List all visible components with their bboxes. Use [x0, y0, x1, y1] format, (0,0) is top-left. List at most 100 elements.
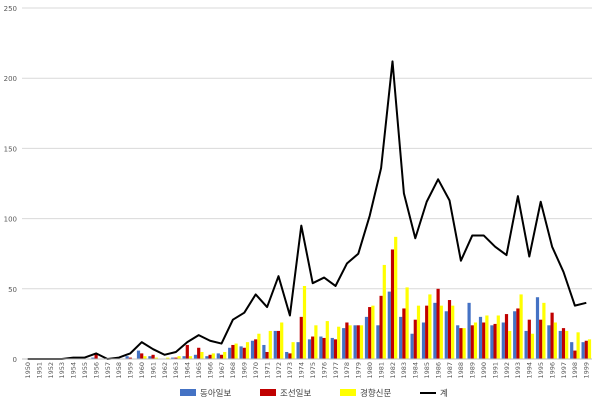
x-tick-label-1993: 1993	[514, 362, 522, 379]
bar-series-3-1987	[451, 305, 455, 359]
bar-series-1-1978	[342, 328, 346, 359]
bar-series-3-1975	[314, 325, 318, 359]
bar-series-1-1961	[148, 356, 152, 359]
legend: 동아일보 조선일보 경향신문 계	[180, 388, 448, 399]
legend-label-2: 조선일보	[280, 389, 311, 399]
bar-series-3-1996	[553, 322, 557, 359]
x-tick-label-1956: 1956	[92, 362, 100, 379]
bar-series-1-1996	[547, 325, 551, 359]
bar-series-1-1990	[478, 316, 483, 359]
bar-series-2-1969	[242, 347, 246, 359]
bar-series-1-1989	[467, 302, 471, 359]
bar-series-1-1999	[581, 342, 585, 359]
x-tick-label-1997: 1997	[560, 362, 568, 379]
bar-series-2-1973	[288, 353, 292, 359]
bar-series-2-1991	[493, 323, 497, 359]
bar-series-1-1964	[182, 356, 186, 359]
bar-series-2-1995	[539, 319, 543, 359]
bar-series-3-1998	[576, 332, 580, 359]
x-tick-label-1988: 1988	[457, 362, 465, 379]
bar-series-1-1973	[285, 351, 289, 359]
bar-series-3-1981	[382, 264, 386, 359]
x-tick-label-1967: 1967	[218, 362, 226, 379]
x-tick-label-1985: 1985	[423, 362, 431, 379]
bar-series-1-1994	[524, 330, 528, 359]
bar-series-1-1974	[296, 342, 300, 359]
x-tick-label-1979: 1979	[355, 362, 363, 379]
bar-series-1-1981	[376, 325, 380, 359]
bar-series-2-1987	[447, 300, 452, 359]
bar-series-2-1961	[151, 354, 155, 359]
x-tick-label-1995: 1995	[537, 362, 545, 379]
x-tick-label-1991: 1991	[491, 362, 499, 379]
x-tick-label-1953: 1953	[58, 362, 66, 379]
bar-series-2-1994	[527, 319, 531, 359]
bar-series-2-1988	[459, 328, 463, 359]
x-tick-label-1981: 1981	[377, 362, 385, 379]
bar-series-3-1988	[462, 328, 466, 359]
y-tick-label-250: 250	[4, 5, 17, 13]
bar-series-2-1978	[345, 322, 349, 359]
x-tick-label-1950: 1950	[24, 362, 32, 379]
bar-series-3-1989	[473, 322, 478, 359]
bar-series-1-1959	[125, 356, 129, 359]
bar-series-3-1966	[211, 353, 215, 359]
legend-swatch-2	[260, 389, 276, 396]
bar-series-1-1965	[193, 354, 198, 359]
x-tick-label-1984: 1984	[412, 362, 420, 379]
bar-series-3-1993	[519, 294, 523, 359]
bar-series-1-1980	[364, 316, 369, 359]
x-tick-label-1975: 1975	[309, 362, 317, 379]
legend-label-1: 동아일보	[200, 388, 231, 399]
legend-item-3: 경향신문	[340, 388, 391, 399]
bar-series-3-1967	[223, 351, 227, 359]
x-tick-label-1969: 1969	[241, 362, 249, 379]
x-tick-label-1983: 1983	[400, 362, 408, 379]
bar-series-1-1984	[410, 333, 414, 359]
bar-series-1-1971	[262, 344, 266, 359]
bar-series-3-1976	[325, 321, 329, 359]
bar-series-3-1968	[234, 343, 238, 359]
bar-series-2-1979	[356, 325, 360, 359]
bar-series-2-1974	[299, 316, 303, 359]
x-tick-label-1971: 1971	[263, 362, 271, 379]
bar-series-3-1973	[291, 342, 295, 359]
bar-series-1-1991	[490, 325, 494, 359]
bar-series-1-1966	[205, 356, 209, 359]
bar-series-3-1990	[485, 315, 489, 359]
bar-series-2-1993	[516, 308, 520, 359]
bar-series-3-1995	[542, 302, 546, 359]
bar-series-3-1979	[359, 325, 364, 359]
x-tick-label-1976: 1976	[320, 362, 328, 379]
bar-series-2-1980	[368, 307, 372, 359]
x-tick-label-1998: 1998	[571, 362, 579, 379]
bar-series-2-1967	[219, 354, 224, 359]
bar-series-2-1964	[185, 344, 189, 359]
x-tick-label-1966: 1966	[206, 362, 214, 379]
bar-series-1-1967	[216, 353, 220, 359]
bar-series-2-1968	[231, 344, 235, 359]
bar-series-2-1965	[197, 347, 201, 359]
bar-series-2-1990	[482, 322, 486, 359]
y-tick-label-0: 0	[13, 356, 17, 364]
x-tick-label-1978: 1978	[343, 362, 351, 379]
bar-series-2-1977	[333, 339, 338, 359]
bar-series-1-1993	[513, 311, 517, 359]
x-tick-label-1982: 1982	[389, 362, 397, 379]
y-tick-label-200: 200	[4, 75, 17, 83]
bar-series-3-1974	[302, 285, 307, 359]
bar-series-1-1992	[501, 322, 505, 359]
bar-series-1-1982	[387, 291, 391, 359]
bar-series-2-1975	[311, 336, 315, 359]
bar-series-1-1986	[433, 302, 437, 359]
bar-series-3-1965	[200, 351, 204, 359]
x-tick-label-1970: 1970	[252, 362, 260, 379]
x-tick-label-1955: 1955	[81, 362, 89, 379]
bar-series-1-1960	[136, 350, 141, 359]
bar-series-3-1964	[188, 356, 193, 359]
bar-series-1-1972	[273, 330, 277, 359]
bar-series-3-1999	[587, 339, 592, 359]
bar-series-group	[91, 236, 592, 359]
bar-series-3-1969	[245, 342, 250, 359]
x-tick-label-1968: 1968	[229, 362, 237, 379]
